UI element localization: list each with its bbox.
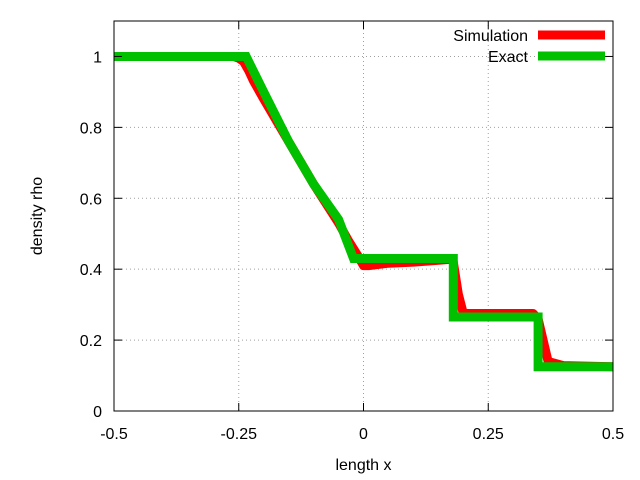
y-tick-label: 0.8 [80, 120, 102, 137]
x-tick-label: 0.5 [602, 426, 624, 443]
x-tick-label: -0.5 [100, 426, 128, 443]
legend-label-simulation: Simulation [453, 28, 528, 45]
x-tick-label: 0.25 [473, 426, 504, 443]
x-tick-label: 0 [359, 426, 368, 443]
legend: Simulation Exact [453, 28, 605, 66]
y-tick-label: 0.4 [80, 262, 102, 279]
y-tick-label: 1 [93, 49, 102, 66]
exact-series [114, 52, 613, 372]
y-axis-label: density rho [29, 177, 46, 255]
y-tick-label: 0.2 [80, 333, 102, 350]
axis-ticks: -0.5 -0.25 0 0.25 0.5 0 0.2 0.4 0.6 0.8 1 [80, 21, 624, 443]
y-tick-label: 0.6 [80, 191, 102, 208]
y-tick-label: 0 [93, 404, 102, 421]
grid-lines [114, 21, 613, 411]
x-axis-label: length x [335, 457, 391, 474]
exact-line [114, 52, 613, 372]
x-tick-label: -0.25 [221, 426, 258, 443]
legend-label-exact: Exact [488, 49, 529, 66]
